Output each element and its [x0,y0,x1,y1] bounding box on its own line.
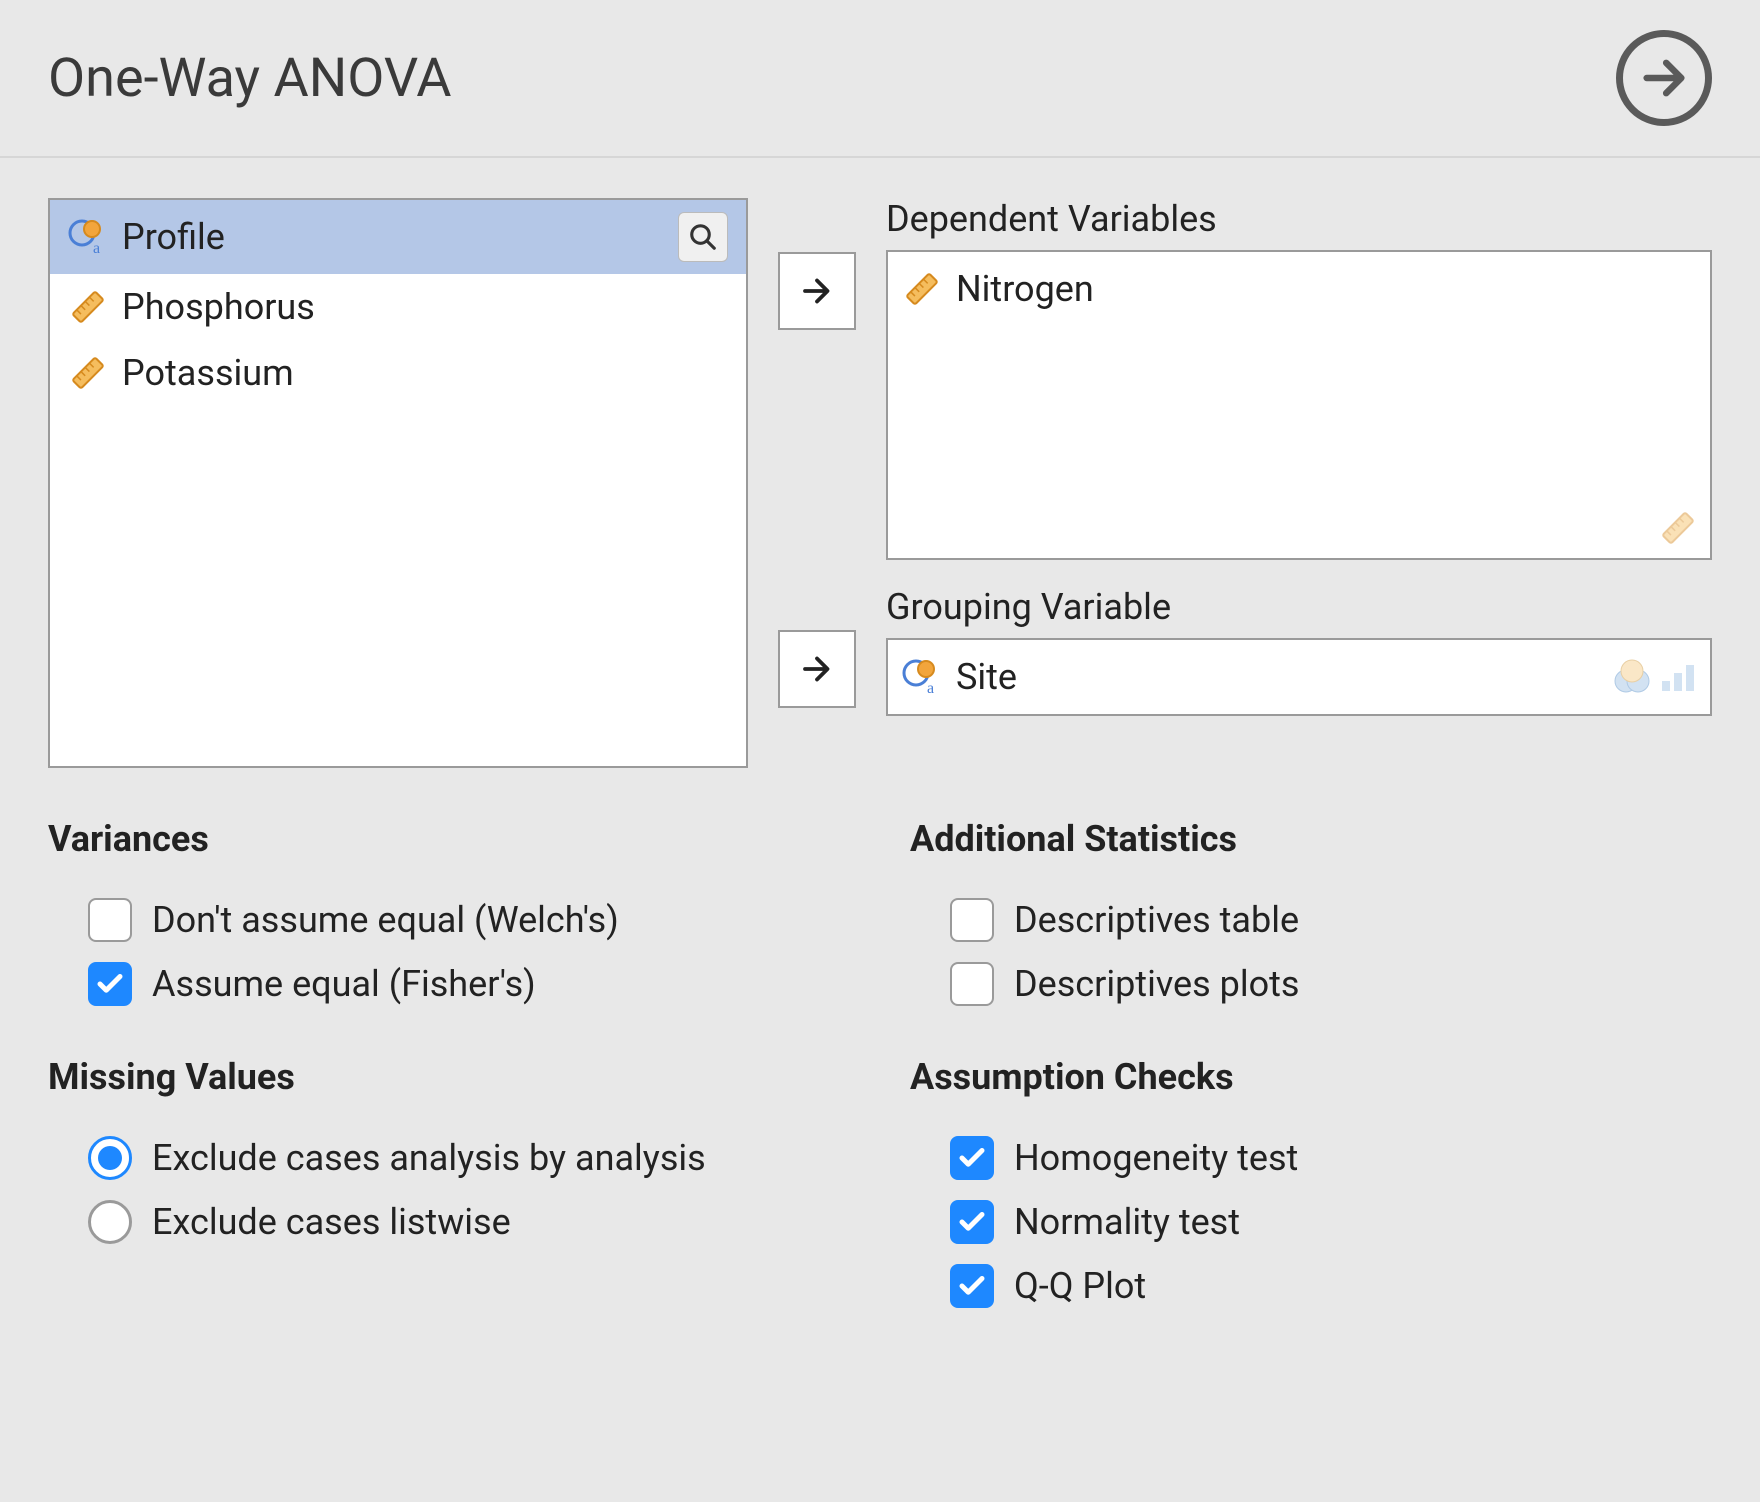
dependent-item-label: Nitrogen [956,268,1094,310]
checkbox-fishers[interactable] [88,962,132,1006]
dependent-variables-box[interactable]: Nitrogen [886,250,1712,560]
check-icon [957,1207,987,1237]
variable-item[interactable]: Potassium [50,340,746,406]
search-button[interactable] [678,212,728,262]
variable-label: Profile [122,216,225,258]
arrow-right-icon [1638,52,1690,104]
checkbox-welchs[interactable] [88,898,132,942]
ruler-icon [60,279,117,336]
nominal-icon: a [902,657,942,697]
option-row[interactable]: Descriptives plots [910,952,1712,1016]
option-label: Homogeneity test [1014,1137,1298,1179]
option-label: Assume equal (Fisher's) [152,963,536,1005]
variable-label: Phosphorus [122,286,315,328]
checkbox-homogeneity[interactable] [950,1136,994,1180]
checkbox-desc-table[interactable] [950,898,994,942]
checkbox-qq-plot[interactable] [950,1264,994,1308]
section-title: Additional Statistics [910,818,1712,860]
option-row[interactable]: Exclude cases analysis by analysis [48,1126,850,1190]
check-icon [957,1271,987,1301]
option-label: Q-Q Plot [1014,1265,1146,1307]
additional-section: Additional Statistics Descriptives table… [910,818,1712,1016]
grouping-variable-box[interactable]: a Site [886,638,1712,716]
dependent-label: Dependent Variables [886,198,1712,240]
variable-label: Potassium [122,352,294,394]
option-label: Exclude cases listwise [152,1201,511,1243]
collapse-button[interactable] [1616,30,1712,126]
type-indicator [1612,659,1698,695]
svg-text:a: a [927,680,934,697]
grouping-label: Grouping Variable [886,586,1712,628]
variable-item[interactable]: Phosphorus [50,274,746,340]
check-icon [957,1143,987,1173]
ruler-icon [894,261,951,318]
radio-exclude-analysis[interactable] [88,1136,132,1180]
bars-icon [1658,659,1698,695]
arrow-right-icon [799,273,835,309]
option-row[interactable]: Homogeneity test [910,1126,1712,1190]
checkbox-desc-plots[interactable] [950,962,994,1006]
option-label: Descriptives plots [1014,963,1300,1005]
grouping-item[interactable]: a Site [902,650,1017,704]
option-row[interactable]: Assume equal (Fisher's) [48,952,850,1016]
option-label: Descriptives table [1014,899,1299,941]
checkbox-normality[interactable] [950,1200,994,1244]
move-to-dependent-button[interactable] [778,252,856,330]
check-icon [95,969,125,999]
variable-item[interactable]: a Profile [50,200,746,274]
search-icon [688,222,718,252]
option-label: Normality test [1014,1201,1240,1243]
section-title: Assumption Checks [910,1056,1712,1098]
option-row[interactable]: Q-Q Plot [910,1254,1712,1318]
type-indicator [1658,508,1698,548]
radio-exclude-listwise[interactable] [88,1200,132,1244]
section-title: Variances [48,818,850,860]
variances-section: Variances Don't assume equal (Welch's) A… [48,818,850,1016]
option-row[interactable]: Exclude cases listwise [48,1190,850,1254]
move-to-grouping-button[interactable] [778,630,856,708]
grouping-item-label: Site [956,656,1017,698]
option-row[interactable]: Descriptives table [910,888,1712,952]
page-title: One-Way ANOVA [48,47,451,110]
svg-text:a: a [93,240,100,257]
assumptions-section: Assumption Checks Homogeneity test Norma… [910,1056,1712,1318]
option-row[interactable]: Don't assume equal (Welch's) [48,888,850,952]
option-label: Exclude cases analysis by analysis [152,1137,706,1179]
ruler-icon [60,345,117,402]
nominal-icon: a [68,217,108,257]
option-label: Don't assume equal (Welch's) [152,899,619,941]
section-title: Missing Values [48,1056,850,1098]
variables-list[interactable]: a Profile Phosphorus [48,198,748,768]
dependent-item[interactable]: Nitrogen [902,262,1696,316]
arrow-right-icon [799,651,835,687]
missing-section: Missing Values Exclude cases analysis by… [48,1056,850,1254]
ruler-icon [1650,500,1707,557]
venn-icon [1612,659,1652,695]
option-row[interactable]: Normality test [910,1190,1712,1254]
